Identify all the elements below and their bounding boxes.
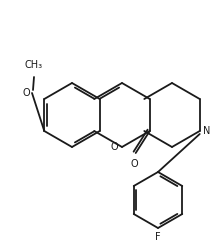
Text: O: O — [131, 159, 139, 169]
Text: O: O — [110, 142, 118, 152]
Text: F: F — [155, 232, 161, 242]
Text: N: N — [203, 126, 210, 136]
Text: CH₃: CH₃ — [25, 60, 43, 70]
Text: O: O — [22, 88, 30, 98]
